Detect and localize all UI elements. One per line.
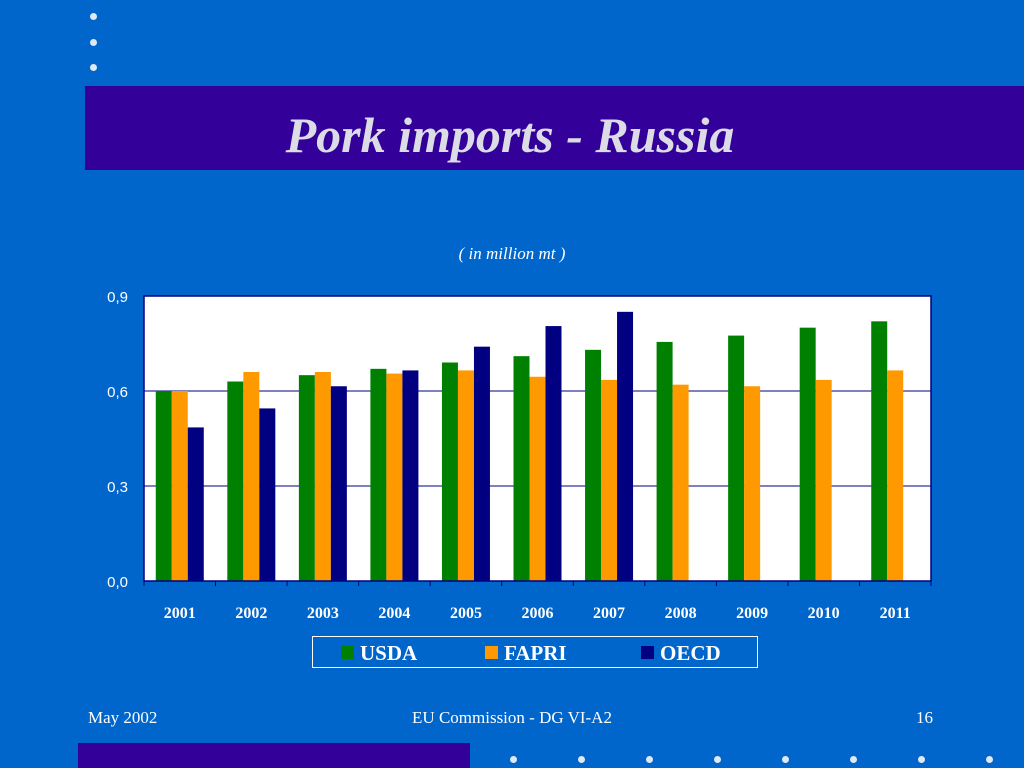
bar-fapri-2009	[744, 386, 761, 581]
bar-fapri-2004	[386, 373, 403, 581]
y-tick-label: 0,6	[107, 384, 128, 401]
legend-swatch-fapri	[485, 646, 498, 659]
x-tick-label: 2008	[665, 605, 697, 622]
bar-fapri-2007	[601, 379, 618, 581]
bar-usda-2003	[298, 375, 315, 581]
plot-border	[143, 295, 932, 582]
legend-item-oecd: OECD	[641, 641, 721, 665]
legend-item-fapri: FAPRI	[485, 641, 567, 665]
bar-oecd-2006	[545, 326, 562, 581]
x-tick-label: 2010	[808, 605, 840, 622]
legend-label-usda: USDA	[360, 641, 418, 665]
y-tick-label: 0,3	[107, 479, 128, 496]
decorative-dot	[90, 13, 97, 20]
legend-swatch-usda	[341, 646, 354, 659]
legend-item-usda: USDA	[341, 641, 417, 665]
bottom-band	[78, 743, 470, 768]
bar-usda-2009	[728, 335, 745, 581]
bar-chart: 0,0 0,3 0,6 0,9 2001 2002 2003 2004 2005 2006 2007…	[107, 289, 932, 622]
x-tick-label: 2001	[164, 605, 196, 622]
x-tick-label: 2003	[307, 605, 339, 622]
decorative-dot	[782, 756, 789, 763]
bar-usda-2005	[441, 362, 458, 581]
y-tick-label: 0,0	[107, 574, 128, 591]
decorative-dot	[90, 39, 97, 46]
bar-usda-2001	[155, 391, 172, 581]
bar-fapri-2003	[314, 372, 331, 581]
bar-fapri-2011	[887, 370, 904, 581]
y-tick-label: 0,9	[107, 289, 128, 306]
bar-oecd-2003	[330, 386, 347, 581]
x-tick-label: 2011	[880, 605, 911, 622]
bar-usda-2006	[513, 356, 530, 581]
x-tick-label: 2005	[450, 605, 482, 622]
bar-fapri-2005	[457, 370, 474, 581]
x-tick-label: 2007	[593, 605, 625, 622]
footer-center: EU Commission - DG VI-A2	[412, 708, 612, 727]
legend-swatch-oecd	[641, 646, 654, 659]
bar-oecd-2001	[187, 427, 204, 581]
decorative-dot	[850, 756, 857, 763]
chart-legend: USDA FAPRI OECD	[312, 636, 758, 668]
chart-subtitle: ( in million mt )	[458, 244, 566, 263]
slide-title: Pork imports - Russia	[285, 107, 735, 163]
bar-fapri-2002	[243, 372, 260, 581]
decorative-dot	[918, 756, 925, 763]
bar-fapri-2001	[171, 391, 188, 581]
bar-oecd-2007	[617, 311, 634, 581]
x-tick-label: 2004	[378, 605, 410, 622]
decorative-dot	[90, 64, 97, 71]
bar-fapri-2010	[815, 379, 832, 581]
footer-date: May 2002	[88, 708, 158, 727]
bar-usda-2002	[227, 381, 244, 581]
bar-usda-2008	[656, 341, 673, 581]
bar-usda-2010	[799, 327, 816, 581]
bar-usda-2007	[585, 349, 602, 581]
legend-label-fapri: FAPRI	[504, 641, 567, 665]
decorative-dot	[510, 756, 517, 763]
bar-fapri-2006	[529, 376, 546, 581]
bar-usda-2004	[370, 368, 387, 581]
bar-usda-2011	[871, 321, 888, 581]
x-tick-label: 2002	[235, 605, 267, 622]
bar-oecd-2004	[402, 370, 419, 581]
footer-page-number: 16	[916, 708, 933, 727]
bar-oecd-2005	[473, 346, 490, 581]
bar-oecd-2002	[259, 408, 276, 581]
title-band	[85, 86, 1024, 170]
decorative-dot	[714, 756, 721, 763]
decorative-dot	[646, 756, 653, 763]
decorative-dot	[986, 756, 993, 763]
bar-fapri-2008	[672, 384, 689, 581]
decorative-dot	[578, 756, 585, 763]
legend-label-oecd: OECD	[660, 641, 721, 665]
x-tick-label: 2006	[522, 605, 554, 622]
x-tick-label: 2009	[736, 605, 768, 622]
